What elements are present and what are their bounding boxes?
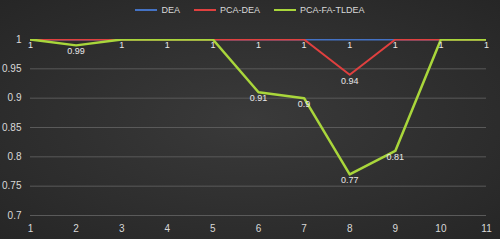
svg-text:0.81: 0.81 xyxy=(387,152,405,162)
svg-text:0.8: 0.8 xyxy=(8,151,22,162)
html-text:PCA-DEA: PCA-DEA xyxy=(220,5,260,15)
svg-text:1: 1 xyxy=(165,40,170,50)
svg-text:0.95: 0.95 xyxy=(2,63,22,74)
svg-text:1: 1 xyxy=(28,40,33,50)
svg-text:11: 11 xyxy=(481,223,492,234)
svg-text:3: 3 xyxy=(119,223,125,234)
html-text:DEA: DEA xyxy=(161,5,180,15)
svg-text:1: 1 xyxy=(16,34,22,45)
svg-text:6: 6 xyxy=(256,223,262,234)
svg-text:1: 1 xyxy=(302,40,307,50)
svg-text:1: 1 xyxy=(438,40,443,50)
svg-text:7: 7 xyxy=(301,223,307,234)
svg-text:1: 1 xyxy=(28,223,34,234)
svg-text:0.94: 0.94 xyxy=(341,76,359,86)
svg-text:0.91: 0.91 xyxy=(250,93,268,103)
svg-text:8: 8 xyxy=(347,223,353,234)
svg-text:0.75: 0.75 xyxy=(2,180,22,191)
svg-text:1: 1 xyxy=(393,40,398,50)
svg-text:2: 2 xyxy=(73,223,79,234)
svg-text:0.7: 0.7 xyxy=(8,210,22,221)
svg-text:4: 4 xyxy=(165,223,171,234)
svg-text:5: 5 xyxy=(210,223,216,234)
svg-text:1: 1 xyxy=(256,40,261,50)
svg-text:10: 10 xyxy=(435,223,447,234)
svg-text:0.99: 0.99 xyxy=(67,46,85,56)
svg-text:1: 1 xyxy=(210,40,215,50)
html-text:PCA-FA-TLDEA: PCA-FA-TLDEA xyxy=(300,5,365,15)
svg-text:1: 1 xyxy=(484,40,489,50)
svg-text:0.85: 0.85 xyxy=(2,122,22,133)
svg-text:0.9: 0.9 xyxy=(298,99,311,109)
svg-text:0.9: 0.9 xyxy=(8,92,22,103)
svg-text:1: 1 xyxy=(119,40,124,50)
svg-text:0.77: 0.77 xyxy=(341,175,359,185)
svg-text:9: 9 xyxy=(393,223,399,234)
svg-text:1: 1 xyxy=(347,40,352,50)
